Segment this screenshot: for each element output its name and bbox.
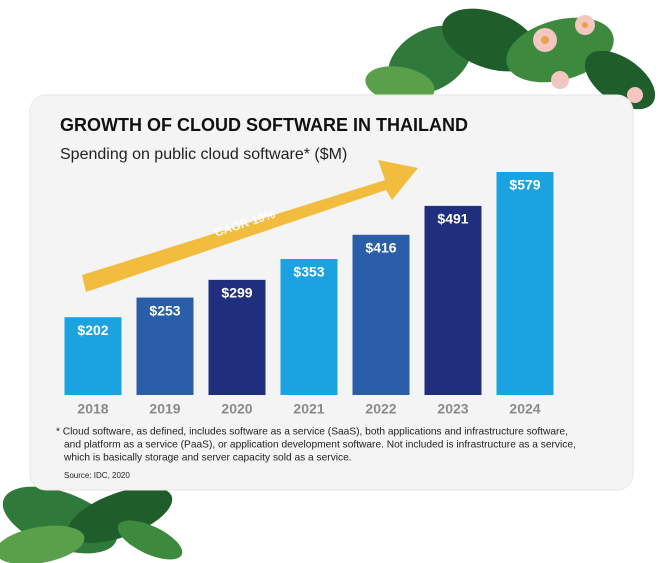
value-label: $579 (509, 177, 540, 193)
value-label: $299 (221, 285, 252, 301)
bar (208, 279, 266, 395)
leaves-top (365, 8, 656, 110)
bar (64, 317, 122, 395)
leaves-bottom (0, 486, 183, 563)
x-tick-label: 2019 (149, 401, 180, 417)
footnote-line: and platform as a service (PaaS), or app… (64, 440, 576, 451)
bar (136, 297, 194, 395)
x-tick-label: 2024 (509, 401, 540, 417)
value-label: $353 (293, 264, 324, 280)
x-tick-label: 2018 (77, 401, 108, 417)
x-tick-label: 2023 (437, 401, 468, 417)
footnote-line: which is basically storage and server ca… (63, 453, 352, 464)
value-label: $202 (77, 322, 108, 338)
cagr-arrow (82, 160, 418, 292)
value-label: $491 (437, 211, 468, 227)
value-label: $416 (365, 239, 396, 255)
bar (352, 234, 410, 395)
x-tick-label: 2022 (365, 401, 396, 417)
footnote-line: * Cloud software, as defined, includes s… (56, 427, 568, 438)
value-label: $253 (149, 302, 180, 318)
chart-title: GROWTH OF CLOUD SOFTWARE IN THAILAND (60, 115, 468, 135)
chart-subtitle: Spending on public cloud software* ($M) (60, 146, 347, 163)
bar (496, 172, 554, 395)
bar (424, 205, 482, 395)
x-tick-label: 2021 (293, 401, 324, 417)
x-tick-label: 2020 (221, 401, 252, 417)
bar (280, 259, 338, 395)
source: Source: IDC, 2020 (64, 471, 130, 480)
